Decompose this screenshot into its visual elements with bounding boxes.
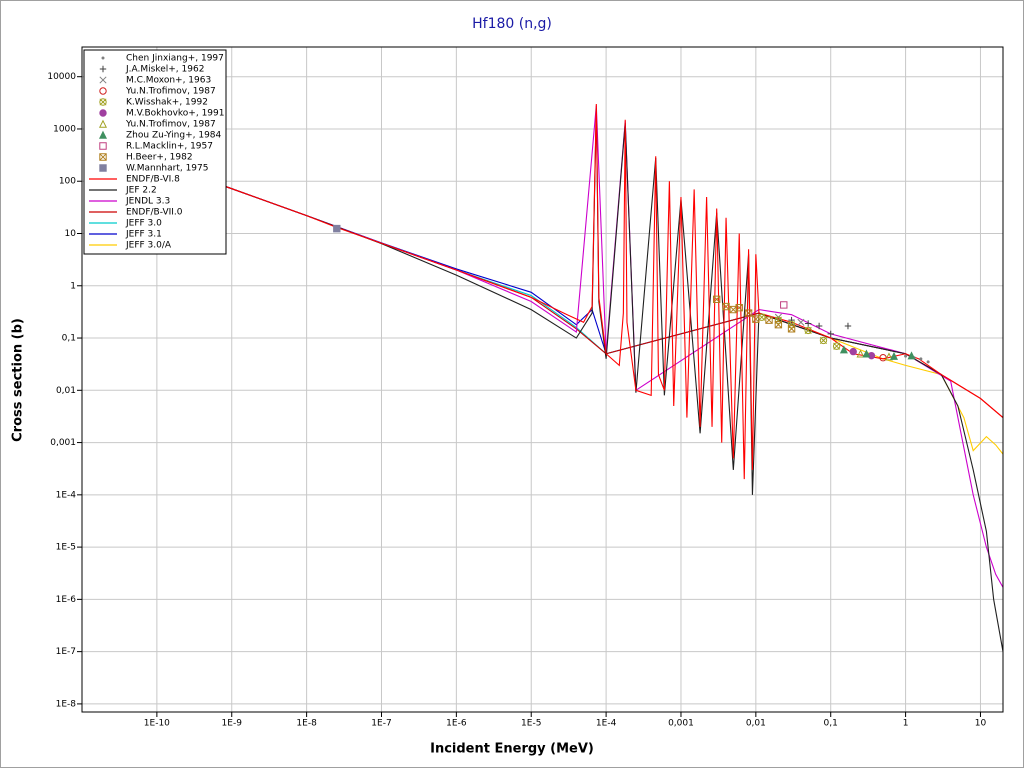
data-point <box>819 336 828 345</box>
legend-label: Yu.N.Trofimov, 1987 <box>125 120 216 130</box>
series-line <box>156 108 1003 652</box>
y-tick-label: 1E-7 <box>56 647 76 657</box>
x-tick-label: 1E-7 <box>371 719 391 729</box>
data-point <box>788 316 795 324</box>
data-point <box>333 224 341 233</box>
x-tick-label: 1E-6 <box>446 719 467 729</box>
legend-marker <box>99 65 107 73</box>
legend-marker <box>99 109 107 117</box>
data-point <box>722 302 730 311</box>
legend-label: JEFF 3.0/A <box>125 241 172 251</box>
legend-label: JENDL 3.3 <box>125 197 170 207</box>
y-axis-label: Cross section (b) <box>11 318 26 442</box>
data-point <box>926 360 930 364</box>
legend-box <box>83 49 227 255</box>
data-point <box>787 325 796 333</box>
x-tick-label: 0,1 <box>824 719 838 729</box>
data-point <box>752 315 760 323</box>
data-point <box>907 351 916 360</box>
legend-label: JEF 2.2 <box>125 186 157 196</box>
data-point <box>797 318 805 326</box>
data-point <box>815 322 823 330</box>
legend-marker <box>98 130 108 139</box>
legend-label: M.V.Bokhovko+, 1991 <box>126 109 224 119</box>
y-tick-label: 10000 <box>47 72 76 82</box>
grid <box>82 47 1003 712</box>
y-tick-label: 1 <box>70 281 76 291</box>
x-tick-label: 1E-4 <box>596 719 617 729</box>
data-point <box>712 295 721 304</box>
y-tick-label: 100 <box>59 177 76 187</box>
legend-label: Yu.N.Trofimov, 1987 <box>125 87 216 97</box>
legend-label: ENDF/B-VI.8 <box>126 175 180 185</box>
data-point <box>849 347 857 356</box>
x-tick-label: 10 <box>975 719 987 729</box>
legend-label: Chen Jinxiang+, 1997 <box>126 54 224 64</box>
plot-frame <box>81 46 1004 713</box>
x-axis-label: Incident Energy (MeV) <box>430 742 594 757</box>
y-tick-label: 0,1 <box>62 334 76 344</box>
legend-marker <box>99 98 107 106</box>
legend-label: H.Beer+, 1982 <box>126 153 193 163</box>
data-point <box>844 322 852 330</box>
data-point <box>839 345 848 354</box>
legend-marker <box>99 164 107 172</box>
data-point <box>774 320 783 329</box>
data-point <box>856 349 865 358</box>
y-tick-label: 1E-6 <box>56 595 77 605</box>
data-point <box>879 354 887 362</box>
data-point <box>729 305 738 314</box>
data-point <box>780 301 788 309</box>
data-point <box>889 351 899 360</box>
legend-label: J.A.Miskel+, 1962 <box>125 65 204 75</box>
legend-marker <box>99 142 107 150</box>
data-point <box>919 357 923 361</box>
y-tick-label: 1000 <box>53 124 76 134</box>
y-tick-label: 10 <box>65 229 77 239</box>
x-tick-label: 1E-8 <box>296 719 317 729</box>
legend-label: R.L.Macklin+, 1957 <box>126 142 213 152</box>
data-point <box>862 349 871 358</box>
plot-area <box>156 104 1003 652</box>
legend-label: Zhou Zu-Ying+, 1984 <box>126 131 222 141</box>
legend-marker <box>99 153 107 161</box>
x-tick-label: 1E-5 <box>521 719 541 729</box>
legend-label: ENDF/B-VII.0 <box>126 208 183 218</box>
x-tick-label: 1E-10 <box>144 719 170 729</box>
y-tick-label: 1E-8 <box>56 699 77 709</box>
legend-label: K.Wisshak+, 1992 <box>126 98 208 108</box>
data-point <box>735 304 743 312</box>
x-tick-label: 0,001 <box>668 719 694 729</box>
data-point <box>765 316 773 324</box>
data-point <box>804 326 812 335</box>
data-point <box>827 330 834 338</box>
data-point <box>744 309 753 317</box>
data-point <box>804 320 812 327</box>
data-point <box>758 313 766 321</box>
chart-title: Hf180 (n,g) <box>472 16 552 32</box>
x-tick-label: 1 <box>903 719 909 729</box>
data-point <box>884 352 893 361</box>
x-tick-label: 0,01 <box>746 719 766 729</box>
x-tick-label: 1E-9 <box>222 719 243 729</box>
legend-label: W.Mannhart, 1975 <box>126 164 209 174</box>
y-tick-label: 0,01 <box>56 386 76 396</box>
legend-label: JEFF 3.1 <box>125 230 162 240</box>
legend-marker <box>99 87 107 95</box>
legend-label: JEFF 3.0 <box>125 219 162 229</box>
data-point <box>904 354 908 358</box>
y-tick-label: 0,001 <box>50 438 76 448</box>
legend-label: M.C.Moxon+, 1963 <box>126 76 211 86</box>
legend-marker <box>101 56 105 60</box>
legend-marker <box>98 119 108 128</box>
legend-marker <box>99 76 107 84</box>
y-tick-label: 1E-5 <box>56 543 76 553</box>
y-tick-label: 1E-4 <box>56 490 77 500</box>
data-point <box>832 342 841 350</box>
